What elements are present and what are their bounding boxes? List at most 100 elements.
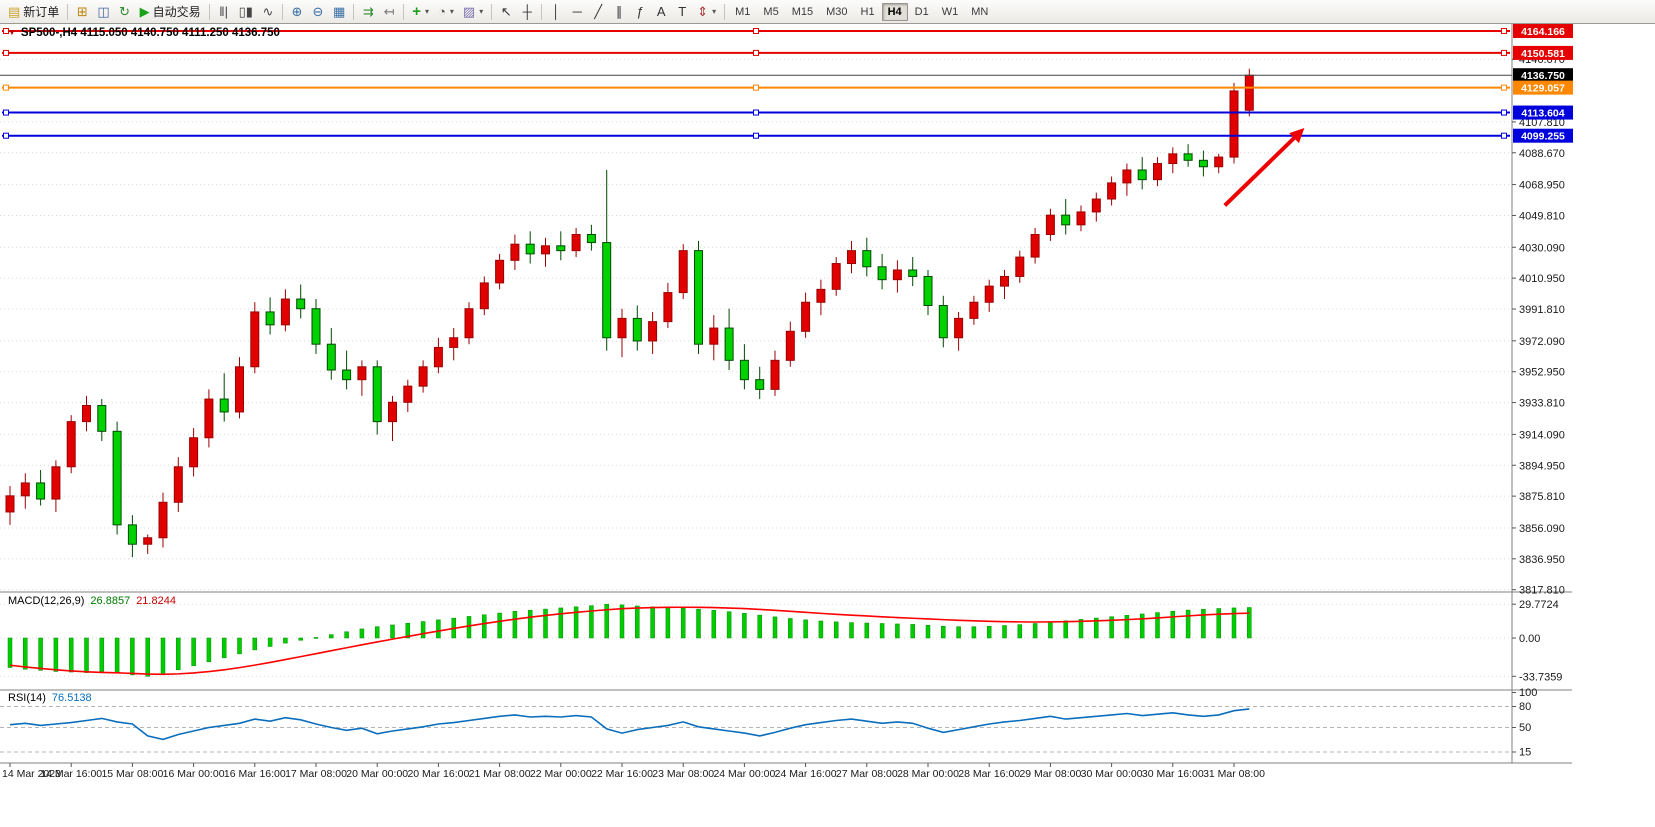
time-axis-label: 17 Mar 08:00: [285, 768, 347, 780]
zoom-out-button[interactable]: ⊖: [308, 2, 328, 22]
text-button[interactable]: A: [651, 2, 671, 22]
line-handle[interactable]: [1501, 84, 1507, 91]
timeframe-button-m30[interactable]: M30: [826, 5, 848, 18]
profiles-button[interactable]: ◫: [93, 2, 113, 22]
crosshair-button[interactable]: ┼: [517, 2, 537, 22]
timeframe-button-m5[interactable]: M5: [763, 5, 779, 18]
bar-chart-button[interactable]: ‖|: [214, 2, 234, 22]
indicators-button[interactable]: + ▾: [408, 2, 433, 22]
timeframe-button-d1[interactable]: D1: [914, 5, 929, 18]
fibonacci-button[interactable]: ƒ: [630, 2, 650, 22]
macd-histogram-bar: [558, 607, 564, 639]
label-icon: T: [678, 4, 687, 19]
macd-axis-label: 29.7724: [1519, 599, 1559, 611]
timeframe-button-m15[interactable]: M15: [791, 5, 814, 18]
price-marker-value: 4150.581: [1521, 48, 1565, 60]
line-handle[interactable]: [3, 27, 9, 34]
autotrade-icon: ▶: [139, 4, 150, 19]
candle-body: [5, 495, 15, 513]
channel-button[interactable]: ∥: [609, 2, 629, 22]
arrows-button[interactable]: ⇕ ▾: [693, 2, 720, 22]
candle-body: [357, 366, 367, 381]
zoom-in-button[interactable]: ⊕: [287, 2, 307, 22]
line-handle[interactable]: [753, 27, 759, 34]
candle-body: [1030, 234, 1040, 258]
candle-body: [112, 430, 122, 526]
candlestick-button[interactable]: ▯▮: [235, 2, 257, 22]
price-gridlines: [0, 58, 1512, 591]
horizontal-line-icon: ─: [572, 4, 582, 19]
line-handle[interactable]: [3, 84, 9, 91]
candle-body: [66, 421, 76, 468]
rsi-pane-splitter[interactable]: [0, 687, 1572, 693]
new-order-button[interactable]: ▤ 新订单: [4, 2, 63, 22]
macd-histogram-bar: [1185, 609, 1191, 639]
price-marker-value: 4164.166: [1521, 26, 1565, 38]
macd-histogram-bar: [405, 622, 411, 639]
timeframe-button-mn[interactable]: MN: [971, 5, 989, 18]
rsi-axis-label: 100: [1519, 687, 1537, 699]
chart-title: SP500-,H4 4115.050 4140.750 4111.250 413…: [20, 27, 280, 39]
line-handle[interactable]: [753, 84, 759, 91]
line-handle[interactable]: [753, 132, 759, 139]
line-handle[interactable]: [3, 109, 9, 116]
macd-histogram-bar: [757, 614, 762, 639]
tile-windows-button[interactable]: ▦: [329, 2, 349, 22]
price-axis[interactable]: 4146.6704107.8104088.6704068.9504049.810…: [1512, 23, 1573, 597]
trendline-button[interactable]: ╱: [588, 2, 608, 22]
candle-body: [648, 321, 658, 342]
candle-body: [709, 327, 719, 345]
macd-histogram-bar: [176, 637, 181, 671]
dropdown-caret-icon: ▾: [449, 7, 454, 16]
candle-body: [250, 311, 260, 368]
line-handle[interactable]: [753, 109, 759, 116]
periods-button[interactable]: ◔ ▾: [434, 2, 458, 22]
auto-scroll-button[interactable]: ⇉: [358, 2, 378, 22]
toolbar-separator: [353, 3, 355, 20]
chart-canvas[interactable]: 4146.6704107.8104088.6704068.9504049.810…: [0, 0, 1655, 800]
arrow-annotation[interactable]: [1223, 132, 1301, 207]
new-chart-button[interactable]: ⊞: [72, 2, 92, 22]
label-button[interactable]: T: [672, 2, 692, 22]
line-chart-button[interactable]: ∿: [258, 2, 278, 22]
macd-histogram-bar: [497, 612, 502, 639]
timeframe-button-h1[interactable]: H1: [860, 5, 875, 18]
autotrade-button[interactable]: ▶ 自动交易: [136, 2, 205, 22]
price-axis-label: 4010.950: [1519, 273, 1565, 285]
macd-pane-splitter[interactable]: [0, 589, 1572, 595]
templates-button[interactable]: ▨ ▾: [459, 2, 487, 22]
timeframe-button-h4[interactable]: H4: [881, 2, 908, 21]
candle-body: [1137, 169, 1147, 181]
line-handle[interactable]: [3, 132, 9, 139]
line-handle[interactable]: [753, 49, 759, 56]
indicators-icon: +: [412, 3, 421, 20]
main-toolbar: ▤ 新订单 ⊞ ◫ ↻ ▶ 自动交易 ‖| ▯▮ ∿ ⊕ ⊖ ▦ ⇉ ↤ + ▾ ◔ ▾ ▨ ▾ ↖ ┼ │ ─ ╱ ∥ ƒ A T ⇕ ▾ M…: [0, 0, 1655, 24]
timeframe-button-m1[interactable]: M1: [735, 5, 751, 18]
macd-name: MACD(12,26,9): [8, 595, 85, 607]
timeframe-button-w1[interactable]: W1: [941, 5, 959, 18]
candle-body: [586, 234, 596, 244]
macd-signal-line: [9, 606, 1250, 676]
rsi-label: RSI(14) 76.5138: [8, 692, 92, 704]
toolbar-separator: [281, 3, 283, 20]
refresh-button[interactable]: ↻: [115, 2, 135, 22]
horizontal-line-button[interactable]: ─: [567, 2, 587, 22]
line-handle[interactable]: [3, 49, 9, 56]
vertical-line-button[interactable]: │: [546, 2, 566, 22]
line-handle[interactable]: [1501, 49, 1507, 56]
candle-body: [602, 242, 612, 339]
price-axis-label: 3952.950: [1519, 367, 1565, 379]
cursor-button[interactable]: ↖: [496, 2, 516, 22]
line-handle[interactable]: [1501, 27, 1507, 34]
price-marker-value: 4099.255: [1521, 131, 1565, 143]
symbol-marker-icon: ▼: [8, 28, 16, 37]
macd-histogram-bar: [359, 628, 365, 639]
chart-title-bar: ▼ SP500-,H4 4115.050 4140.750 4111.250 4…: [8, 27, 280, 39]
chart-shift-button[interactable]: ↤: [379, 2, 399, 22]
macd-histogram-bar: [726, 611, 732, 639]
line-handle[interactable]: [1501, 132, 1507, 139]
line-handle[interactable]: [1501, 109, 1507, 116]
candle-body: [510, 243, 520, 261]
